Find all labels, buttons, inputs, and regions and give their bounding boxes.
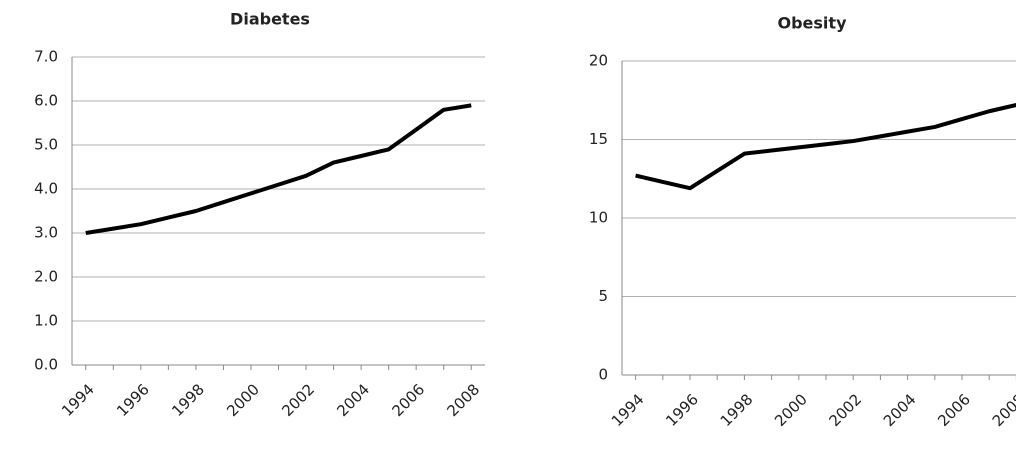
- y-tick-label: 7.0: [34, 48, 58, 66]
- y-tick-label: 4.0: [34, 180, 58, 198]
- x-tick-label: 2008: [989, 390, 1016, 430]
- y-tick-label: 6.0: [34, 92, 58, 110]
- line: [635, 103, 1016, 191]
- y-tick-label: 5.0: [34, 136, 58, 154]
- y-tick-label: 15: [589, 130, 608, 148]
- y-tick-label: 3.0: [34, 224, 58, 242]
- y-tick-label: 0.0: [34, 356, 58, 374]
- line: [85, 103, 472, 235]
- chart-title: Diabetes: [230, 10, 310, 29]
- x-tick-label: 1998: [717, 390, 757, 430]
- y-tick-label: 1.0: [34, 312, 58, 330]
- x-tick-label: 1994: [608, 390, 648, 430]
- x-tick-label: 2006: [934, 390, 974, 430]
- x-tick-label: 1998: [168, 380, 208, 420]
- y-tick-label: 20: [589, 52, 608, 70]
- x-tick-label: 2002: [278, 380, 318, 420]
- x-tick-label: 1996: [113, 380, 153, 420]
- x-tick-label: 2004: [333, 380, 373, 420]
- x-tick-label: 2008: [444, 380, 484, 420]
- y-tick-label: 5: [598, 287, 608, 305]
- x-tick-label: 2004: [880, 390, 920, 430]
- x-tick-label: 1996: [662, 390, 702, 430]
- y-tick-label: 2.0: [34, 268, 58, 286]
- x-tick-label: 2002: [825, 390, 865, 430]
- x-tick-label: 2000: [223, 380, 263, 420]
- chart-title: Obesity: [778, 14, 848, 33]
- x-tick-label: 1994: [58, 380, 98, 420]
- y-tick-label: 0: [598, 366, 608, 384]
- x-tick-label: 2000: [771, 390, 811, 430]
- y-tick-label: 10: [589, 209, 608, 227]
- x-tick-label: 2006: [388, 380, 428, 420]
